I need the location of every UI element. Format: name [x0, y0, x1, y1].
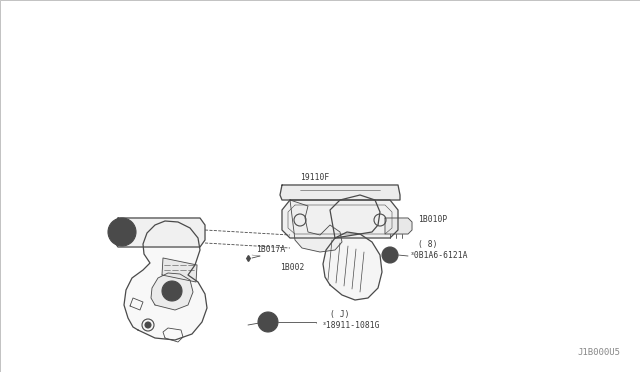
Circle shape: [263, 317, 273, 327]
Text: 1B017A: 1B017A: [256, 246, 285, 254]
Text: J1B000U5: J1B000U5: [578, 348, 621, 357]
Circle shape: [108, 218, 136, 246]
Polygon shape: [385, 218, 412, 234]
Polygon shape: [330, 195, 380, 238]
Text: ³18911-1081G: ³18911-1081G: [322, 321, 381, 330]
Polygon shape: [162, 258, 197, 282]
Polygon shape: [282, 200, 398, 238]
Circle shape: [162, 281, 182, 301]
Circle shape: [258, 312, 278, 332]
Polygon shape: [323, 232, 382, 300]
Circle shape: [167, 286, 177, 296]
Text: ³0B1A6-6121A: ³0B1A6-6121A: [410, 251, 468, 260]
Text: 1B002: 1B002: [280, 263, 305, 272]
Polygon shape: [280, 185, 400, 200]
Circle shape: [382, 247, 398, 263]
Polygon shape: [124, 221, 207, 340]
Polygon shape: [151, 273, 193, 310]
Circle shape: [386, 251, 394, 259]
Text: 1B010P: 1B010P: [418, 215, 447, 224]
Polygon shape: [290, 200, 342, 252]
Text: ( 8): ( 8): [418, 241, 438, 250]
Circle shape: [145, 322, 151, 328]
Polygon shape: [113, 218, 205, 247]
Text: 19110F: 19110F: [300, 173, 329, 183]
Text: ( J): ( J): [330, 310, 349, 318]
